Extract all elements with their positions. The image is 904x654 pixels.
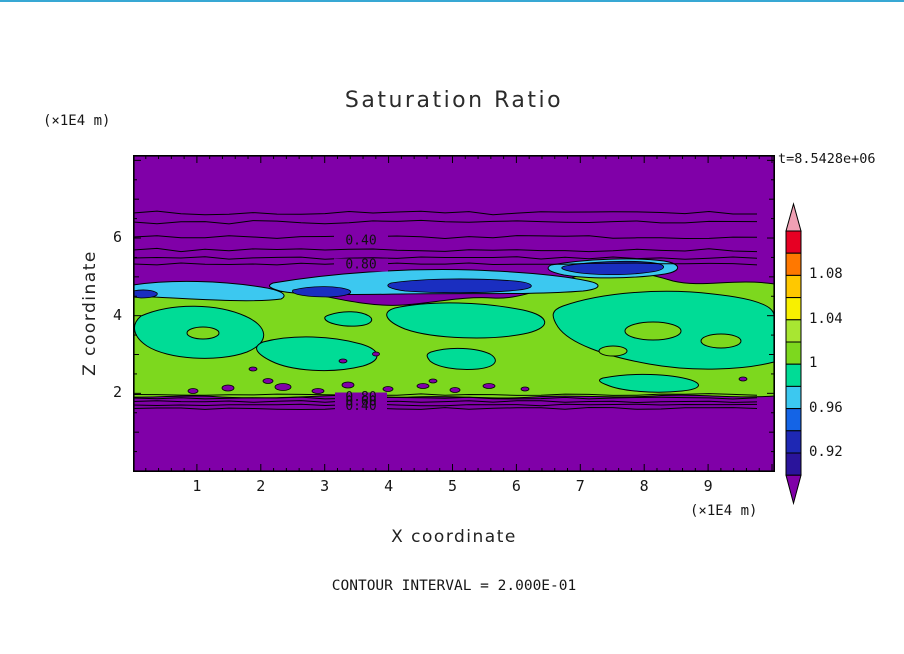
x-tick-label: 7: [575, 477, 585, 495]
purple-speck: [449, 387, 461, 393]
colorbar-band: [785, 319, 802, 343]
contour-label-halo: [334, 258, 388, 272]
contour-interval-label: CONTOUR INTERVAL = 2.000E-01: [331, 578, 577, 594]
contour-line: [133, 406, 758, 411]
contour-line-label: 0.40: [345, 399, 376, 414]
contour-line: [133, 393, 758, 396]
green-hole: [624, 321, 682, 341]
colorbar-tick-label: 0.92: [809, 444, 843, 460]
blue-streak: [292, 286, 352, 298]
teal-patch: [324, 311, 373, 327]
contour-plot-canvas: 0.400.800.800.600.40: [133, 155, 775, 472]
purple-speck: [372, 351, 380, 357]
contour-line: [133, 262, 758, 266]
purple-speck: [221, 384, 235, 392]
purple-speck: [187, 388, 199, 394]
colorbar: [785, 202, 802, 506]
contour-label-halo: [334, 234, 388, 248]
contour-line: [133, 219, 758, 225]
purple-speck: [482, 383, 496, 389]
contour-line-label: 0.60: [345, 395, 376, 410]
contour-line-label: 0.80: [345, 258, 376, 273]
x-tick-label: 9: [703, 477, 713, 495]
top-edge-line: [0, 0, 904, 2]
x-tick-label: 3: [320, 477, 330, 495]
blue-streak: [561, 260, 664, 276]
green-hole: [598, 345, 628, 357]
purple-speck: [311, 388, 325, 394]
colorbar-band: [785, 430, 802, 454]
purple-speck: [520, 386, 530, 392]
colorbar-arrow-bottom: [785, 474, 802, 506]
colorbar-band: [785, 341, 802, 365]
purple-speck: [428, 378, 438, 384]
contour-line: [133, 256, 758, 260]
plot-title: Saturation Ratio: [344, 88, 564, 113]
contour-line: [133, 403, 758, 407]
purple-speck: [262, 378, 274, 384]
x-tick-label: 5: [447, 477, 458, 495]
x-tick-label: 8: [639, 477, 649, 495]
purple-speck: [248, 366, 258, 372]
y-tick-label: 6: [112, 228, 122, 247]
cyan-streak: [133, 280, 285, 302]
green-hole: [700, 333, 742, 349]
colorbar-tick-label: 1.04: [809, 310, 843, 327]
contour-label-halo: [335, 392, 387, 411]
contour-line-label: 0.80: [345, 390, 376, 405]
colorbar-tick-label: 0.96: [809, 399, 843, 416]
contour-line-label: 0.40: [345, 234, 376, 249]
x-tick-label: 2: [256, 477, 266, 495]
timestamp-label: t=8.5428e+06: [778, 151, 876, 167]
purple-speck: [341, 381, 355, 389]
colorbar-band: [785, 274, 802, 299]
colorbar-band: [785, 252, 802, 276]
x-tick-label: 4: [384, 477, 394, 495]
contour-line: [133, 235, 758, 240]
contour-line: [133, 400, 758, 404]
colorbar-band: [785, 363, 802, 387]
colorbar-band: [785, 408, 802, 432]
y-tick-label: 2: [112, 383, 122, 402]
plot-border: [133, 155, 775, 472]
x-axis-unit: (×1E4 m): [690, 503, 758, 519]
purple-speck: [274, 383, 292, 391]
colorbar-band: [785, 452, 802, 476]
colorbar-band: [785, 385, 802, 410]
purple-speck: [338, 358, 348, 364]
y-tick-label: 4: [112, 305, 122, 324]
x-tick-label: 1: [192, 477, 202, 495]
colorbar-tick-label: 1: [809, 355, 818, 372]
y-axis-unit: (×1E4 m): [43, 113, 111, 129]
purple-speck: [738, 376, 748, 382]
colorbar-band: [785, 230, 802, 254]
green-hole: [186, 326, 220, 340]
colorbar-tick-label: 1.08: [809, 266, 843, 283]
purple-speck: [416, 383, 430, 389]
teal-patch: [599, 373, 699, 393]
blue-streak: [133, 289, 158, 299]
x-tick-label: 6: [511, 477, 521, 495]
colorbar-arrow-top: [785, 202, 802, 232]
purple-speck: [382, 386, 394, 392]
colorbar-band: [785, 297, 802, 321]
x-axis-label: X coordinate: [391, 527, 517, 547]
contour-line: [133, 247, 758, 253]
contour-line: [133, 396, 758, 400]
teal-patch: [386, 302, 546, 339]
contour-line: [133, 210, 757, 216]
teal-patch: [426, 347, 496, 370]
blue-streak: [387, 278, 532, 294]
